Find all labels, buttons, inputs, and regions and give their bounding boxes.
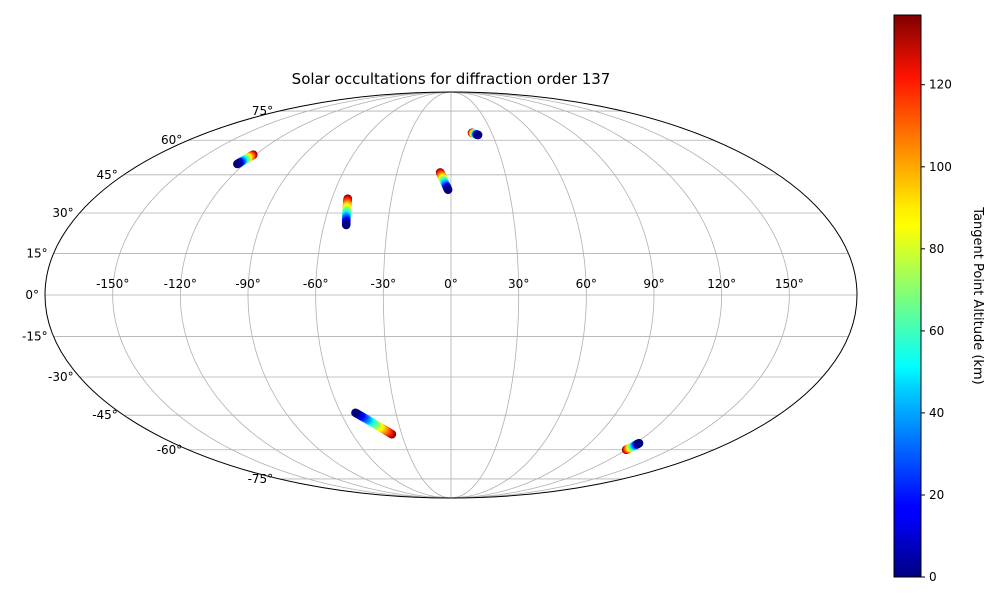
occultation-point bbox=[341, 220, 351, 230]
lon-tick-label: -30° bbox=[370, 277, 396, 291]
longitude-tick-labels: -150° -120° -90° -60° -30° 0° 30° 60° 90° 120° 150… bbox=[96, 277, 804, 291]
lat-tick-label: 15° bbox=[26, 246, 47, 260]
colorbar: 0 20 40 60 80 100 120 Tangent Point Altitude (… bbox=[893, 14, 985, 584]
colorbar-tick-label: 120 bbox=[929, 78, 952, 92]
colorbar-tick-label: 20 bbox=[929, 488, 944, 502]
occultation-track bbox=[621, 438, 644, 455]
colorbar-tick-label: 60 bbox=[929, 324, 944, 338]
occultation-points bbox=[233, 128, 644, 455]
colorbar-label: Tangent Point Altitude (km) bbox=[970, 206, 985, 384]
occultation-point bbox=[473, 130, 483, 140]
chart-title: Solar occultations for diffraction order… bbox=[292, 70, 611, 88]
colorbar-tick-label: 0 bbox=[929, 570, 937, 584]
colorbar-ticks: 0 20 40 60 80 100 120 bbox=[921, 78, 952, 584]
occultation-track bbox=[467, 128, 483, 140]
graticule-grid bbox=[45, 91, 857, 499]
lon-tick-label: -90° bbox=[235, 277, 261, 291]
lon-tick-label: 90° bbox=[643, 277, 664, 291]
lat-tick-label: 75° bbox=[252, 104, 273, 118]
map-boundary bbox=[44, 91, 858, 499]
lon-tick-label: 120° bbox=[707, 277, 736, 291]
occultation-track bbox=[233, 150, 258, 169]
lon-tick-label: 0° bbox=[444, 277, 458, 291]
occultation-point bbox=[443, 185, 453, 195]
lon-tick-label: -120° bbox=[164, 277, 197, 291]
lon-tick-label: 30° bbox=[508, 277, 529, 291]
lon-tick-label: 60° bbox=[576, 277, 597, 291]
lat-tick-label: -15° bbox=[22, 330, 48, 344]
occultation-point bbox=[351, 408, 360, 418]
lon-tick-label: -150° bbox=[96, 277, 129, 291]
latitude-tick-labels: -75° -60° -45° -30° -15° 0° 15° 30° 45° 60° 75° bbox=[22, 104, 273, 486]
colorbar-tick-label: 80 bbox=[929, 242, 944, 256]
occultation-point bbox=[634, 438, 644, 448]
lat-tick-label: -45° bbox=[92, 408, 118, 422]
lon-tick-label: -60° bbox=[303, 277, 329, 291]
occultation-track bbox=[341, 194, 353, 230]
lat-tick-label: 30° bbox=[52, 206, 73, 220]
occultation-track bbox=[351, 408, 397, 439]
lat-tick-label: -75° bbox=[248, 472, 274, 486]
occultation-track bbox=[435, 168, 453, 195]
colorbar-tick-label: 100 bbox=[929, 160, 952, 174]
lat-tick-label: 45° bbox=[97, 168, 118, 182]
occultation-point bbox=[233, 159, 242, 169]
colorbar-gradient bbox=[893, 14, 922, 578]
lat-tick-label: -30° bbox=[48, 370, 74, 384]
lat-tick-label: 60° bbox=[161, 133, 182, 147]
lat-tick-label: 0° bbox=[25, 288, 39, 302]
lat-tick-label: -60° bbox=[157, 443, 183, 457]
lon-tick-label: 150° bbox=[775, 277, 804, 291]
colorbar-tick-label: 40 bbox=[929, 406, 944, 420]
